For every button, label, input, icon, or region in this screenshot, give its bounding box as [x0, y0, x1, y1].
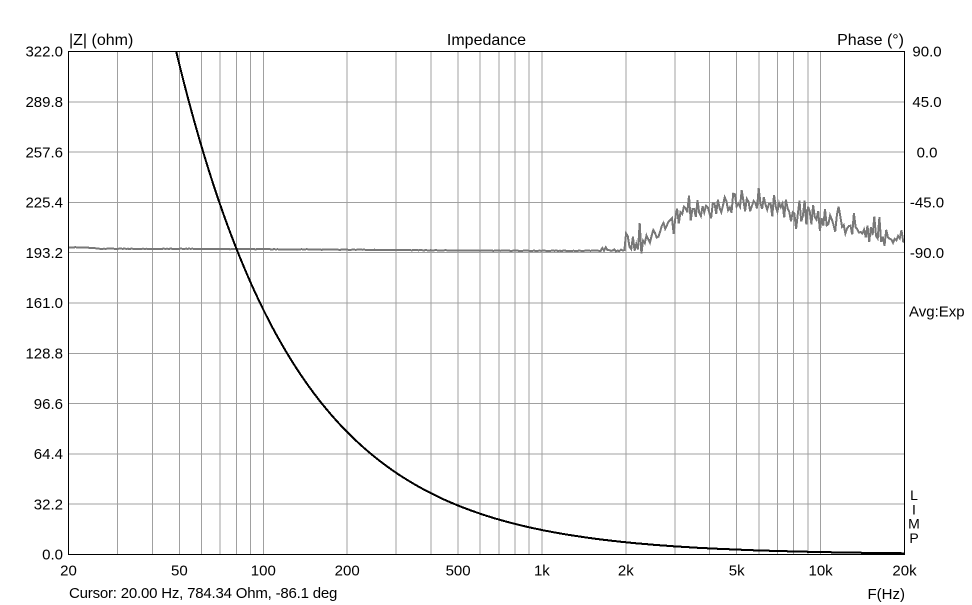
- svg-text:Avg:Exp: Avg:Exp: [909, 304, 965, 321]
- svg-text:257.6: 257.6: [25, 144, 63, 161]
- svg-text:5k: 5k: [729, 563, 745, 580]
- svg-text:2k: 2k: [618, 563, 634, 580]
- svg-text:1k: 1k: [534, 563, 550, 580]
- svg-text:50: 50: [171, 563, 188, 580]
- svg-text:322.0: 322.0: [25, 44, 63, 61]
- svg-text:500: 500: [446, 563, 471, 580]
- svg-text:-45.0: -45.0: [910, 195, 944, 212]
- svg-text:Cursor: 20.00 Hz, 784.34 Ohm,: Cursor: 20.00 Hz, 784.34 Ohm, -86.1 deg: [69, 585, 337, 602]
- svg-text:225.4: 225.4: [25, 195, 63, 212]
- svg-text:90.0: 90.0: [912, 44, 941, 61]
- svg-text:20: 20: [60, 563, 77, 580]
- svg-text:|Z| (ohm): |Z| (ohm): [69, 32, 133, 49]
- svg-text:0.0: 0.0: [42, 547, 63, 564]
- svg-text:L: L: [910, 487, 918, 503]
- svg-text:Phase (°): Phase (°): [837, 32, 904, 49]
- svg-text:64.4: 64.4: [34, 446, 63, 463]
- svg-text:P: P: [909, 530, 918, 546]
- svg-text:193.2: 193.2: [25, 245, 63, 262]
- svg-text:Impedance: Impedance: [447, 32, 526, 49]
- svg-text:96.6: 96.6: [34, 396, 63, 413]
- svg-text:-90.0: -90.0: [910, 245, 944, 262]
- svg-text:F(Hz): F(Hz): [868, 586, 906, 603]
- svg-text:45.0: 45.0: [912, 94, 941, 111]
- svg-text:128.8: 128.8: [25, 346, 63, 363]
- svg-text:32.2: 32.2: [34, 496, 63, 513]
- svg-text:I: I: [912, 501, 916, 517]
- svg-text:200: 200: [335, 563, 360, 580]
- svg-text:20k: 20k: [892, 563, 917, 580]
- svg-text:M: M: [908, 516, 920, 532]
- svg-text:0.0: 0.0: [917, 144, 938, 161]
- svg-text:100: 100: [251, 563, 276, 580]
- svg-text:161.0: 161.0: [25, 295, 63, 312]
- svg-text:10k: 10k: [809, 563, 834, 580]
- svg-text:289.8: 289.8: [25, 94, 63, 111]
